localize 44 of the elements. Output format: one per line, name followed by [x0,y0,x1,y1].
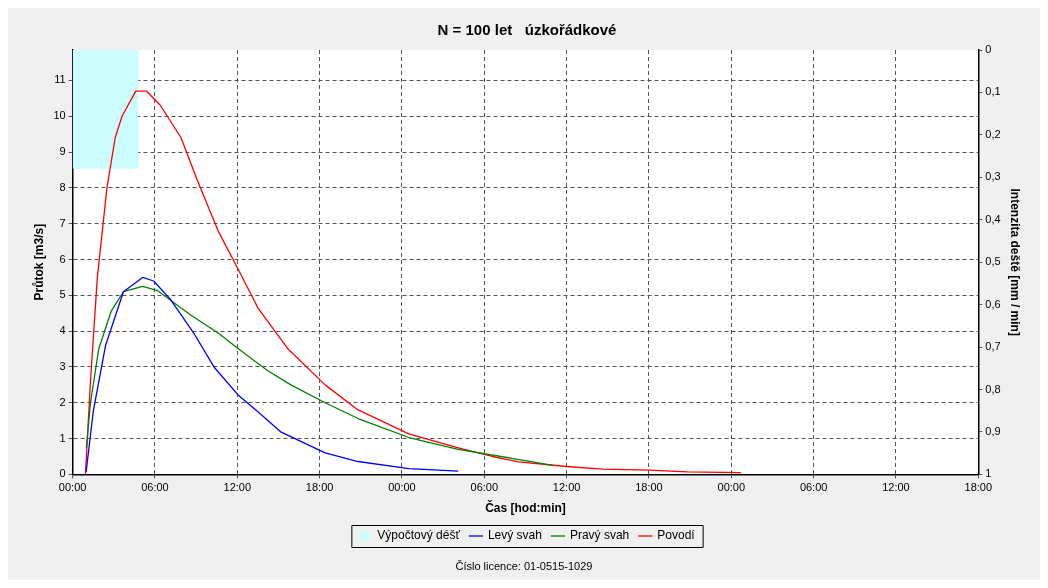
y2-tick-label: 0,3 [985,170,1001,183]
x-tick-label: 12:00 [552,481,581,494]
y-tick-label: 3 [59,359,66,372]
y-tick-label: 7 [59,216,66,229]
legend-label: Pravý svah [569,528,630,543]
x-tick-label: 18:00 [305,481,334,494]
x-tick-label: 18:00 [635,481,663,494]
y-tick-label: 4 [59,324,66,337]
x-tick-label: 12:00 [882,481,910,494]
y2-tick-label: 0 [985,43,992,56]
y-axis-title: Průtok [m3/s] [31,223,46,301]
y-tick-label: 8 [59,180,66,193]
x-tick-label: 00:00 [388,481,416,494]
y-tick-label: 5 [59,288,66,301]
chart-title: N = 100 let úzkořádkové [437,21,617,39]
legend-label: Levý svah [487,528,542,543]
x-axis-title: Čas [hod:min] [485,500,566,516]
y2-tick-label: 0,7 [985,340,1001,353]
y2-tick-label: 0,4 [985,212,1001,225]
y2-tick-label: 0,2 [985,127,1001,140]
x-tick-label: 06:00 [470,481,499,494]
y-tick-label: 2 [59,395,66,408]
x-tick-label: 06:00 [141,481,169,494]
x-tick-label: 18:00 [964,481,993,494]
y2-tick-label: 0,1 [985,85,1001,98]
y2-axis-title: Intenzita deště [mm / min] [1008,188,1023,336]
x-tick-label: 12:00 [223,481,252,494]
y2-tick-label: 1 [985,467,992,480]
x-tick-label: 06:00 [799,481,828,494]
text: Číslo licence: 01-0515-1029 [454,559,594,574]
y-tick-label: 10 [53,109,66,122]
y2-tick-label: 0,9 [985,424,1001,437]
legend-label: Povodí [657,528,696,543]
legend-label: Výpočtový déšť [377,528,461,543]
y-tick-label: 11 [54,73,66,86]
x-tick-label: 00:00 [58,481,87,494]
x-tick-label: 00:00 [717,481,746,494]
y2-tick-label: 0,5 [985,255,1001,268]
y-tick-label: 9 [59,145,66,158]
y2-tick-label: 0,6 [985,297,1001,310]
y2-tick-label: 0,8 [985,382,1001,395]
y-tick-label: 6 [59,252,66,265]
y-tick-label: 1 [59,431,66,444]
y-tick-label: 0 [59,467,66,480]
